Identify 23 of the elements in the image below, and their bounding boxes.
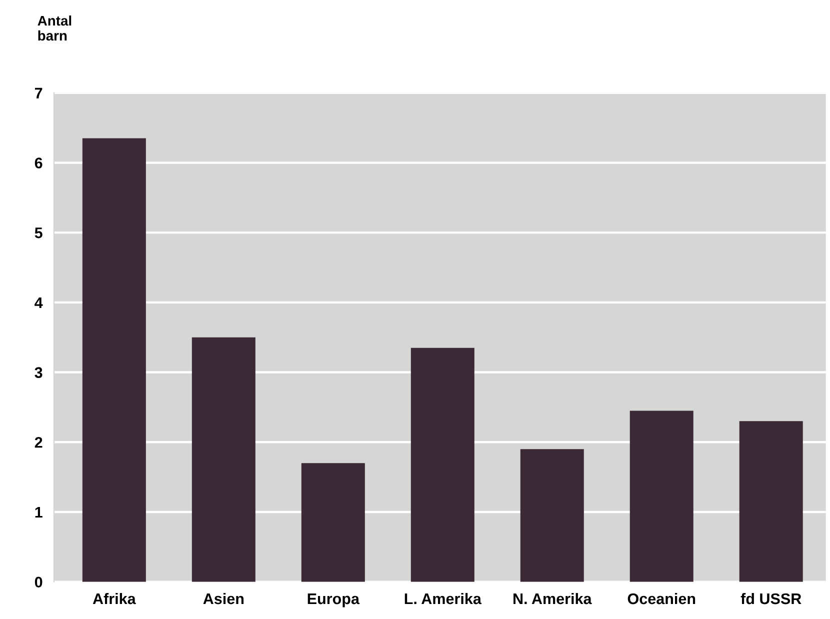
y-tick-label: 1 (35, 507, 42, 518)
x-tick-label: Oceanien (628, 592, 696, 604)
bar (301, 463, 365, 582)
x-tick-label: N. Amerika (514, 592, 592, 604)
bar (739, 421, 803, 582)
x-tick-label: L. Amerika (404, 592, 482, 604)
bar (410, 348, 474, 582)
bar (82, 138, 146, 582)
y-tick-label: 5 (34, 228, 42, 238)
y-tick-label: 3 (34, 367, 42, 378)
x-tick-label: Asien (203, 592, 244, 604)
bar (630, 410, 694, 582)
y-tick-label: 6 (34, 158, 42, 168)
x-tick-label: Europa (308, 594, 360, 608)
y-tick-label: 7 (35, 88, 42, 98)
y-tick-label: 4 (34, 297, 43, 308)
x-tick-label: Afrika (92, 592, 136, 604)
y-tick-label: 0 (34, 576, 42, 588)
y-tick-label: 2 (34, 437, 42, 448)
x-tick-label: fd USSR (740, 592, 802, 604)
bar (520, 449, 584, 582)
y-axis-title: Antal barn (38, 15, 72, 41)
bar (192, 337, 256, 582)
